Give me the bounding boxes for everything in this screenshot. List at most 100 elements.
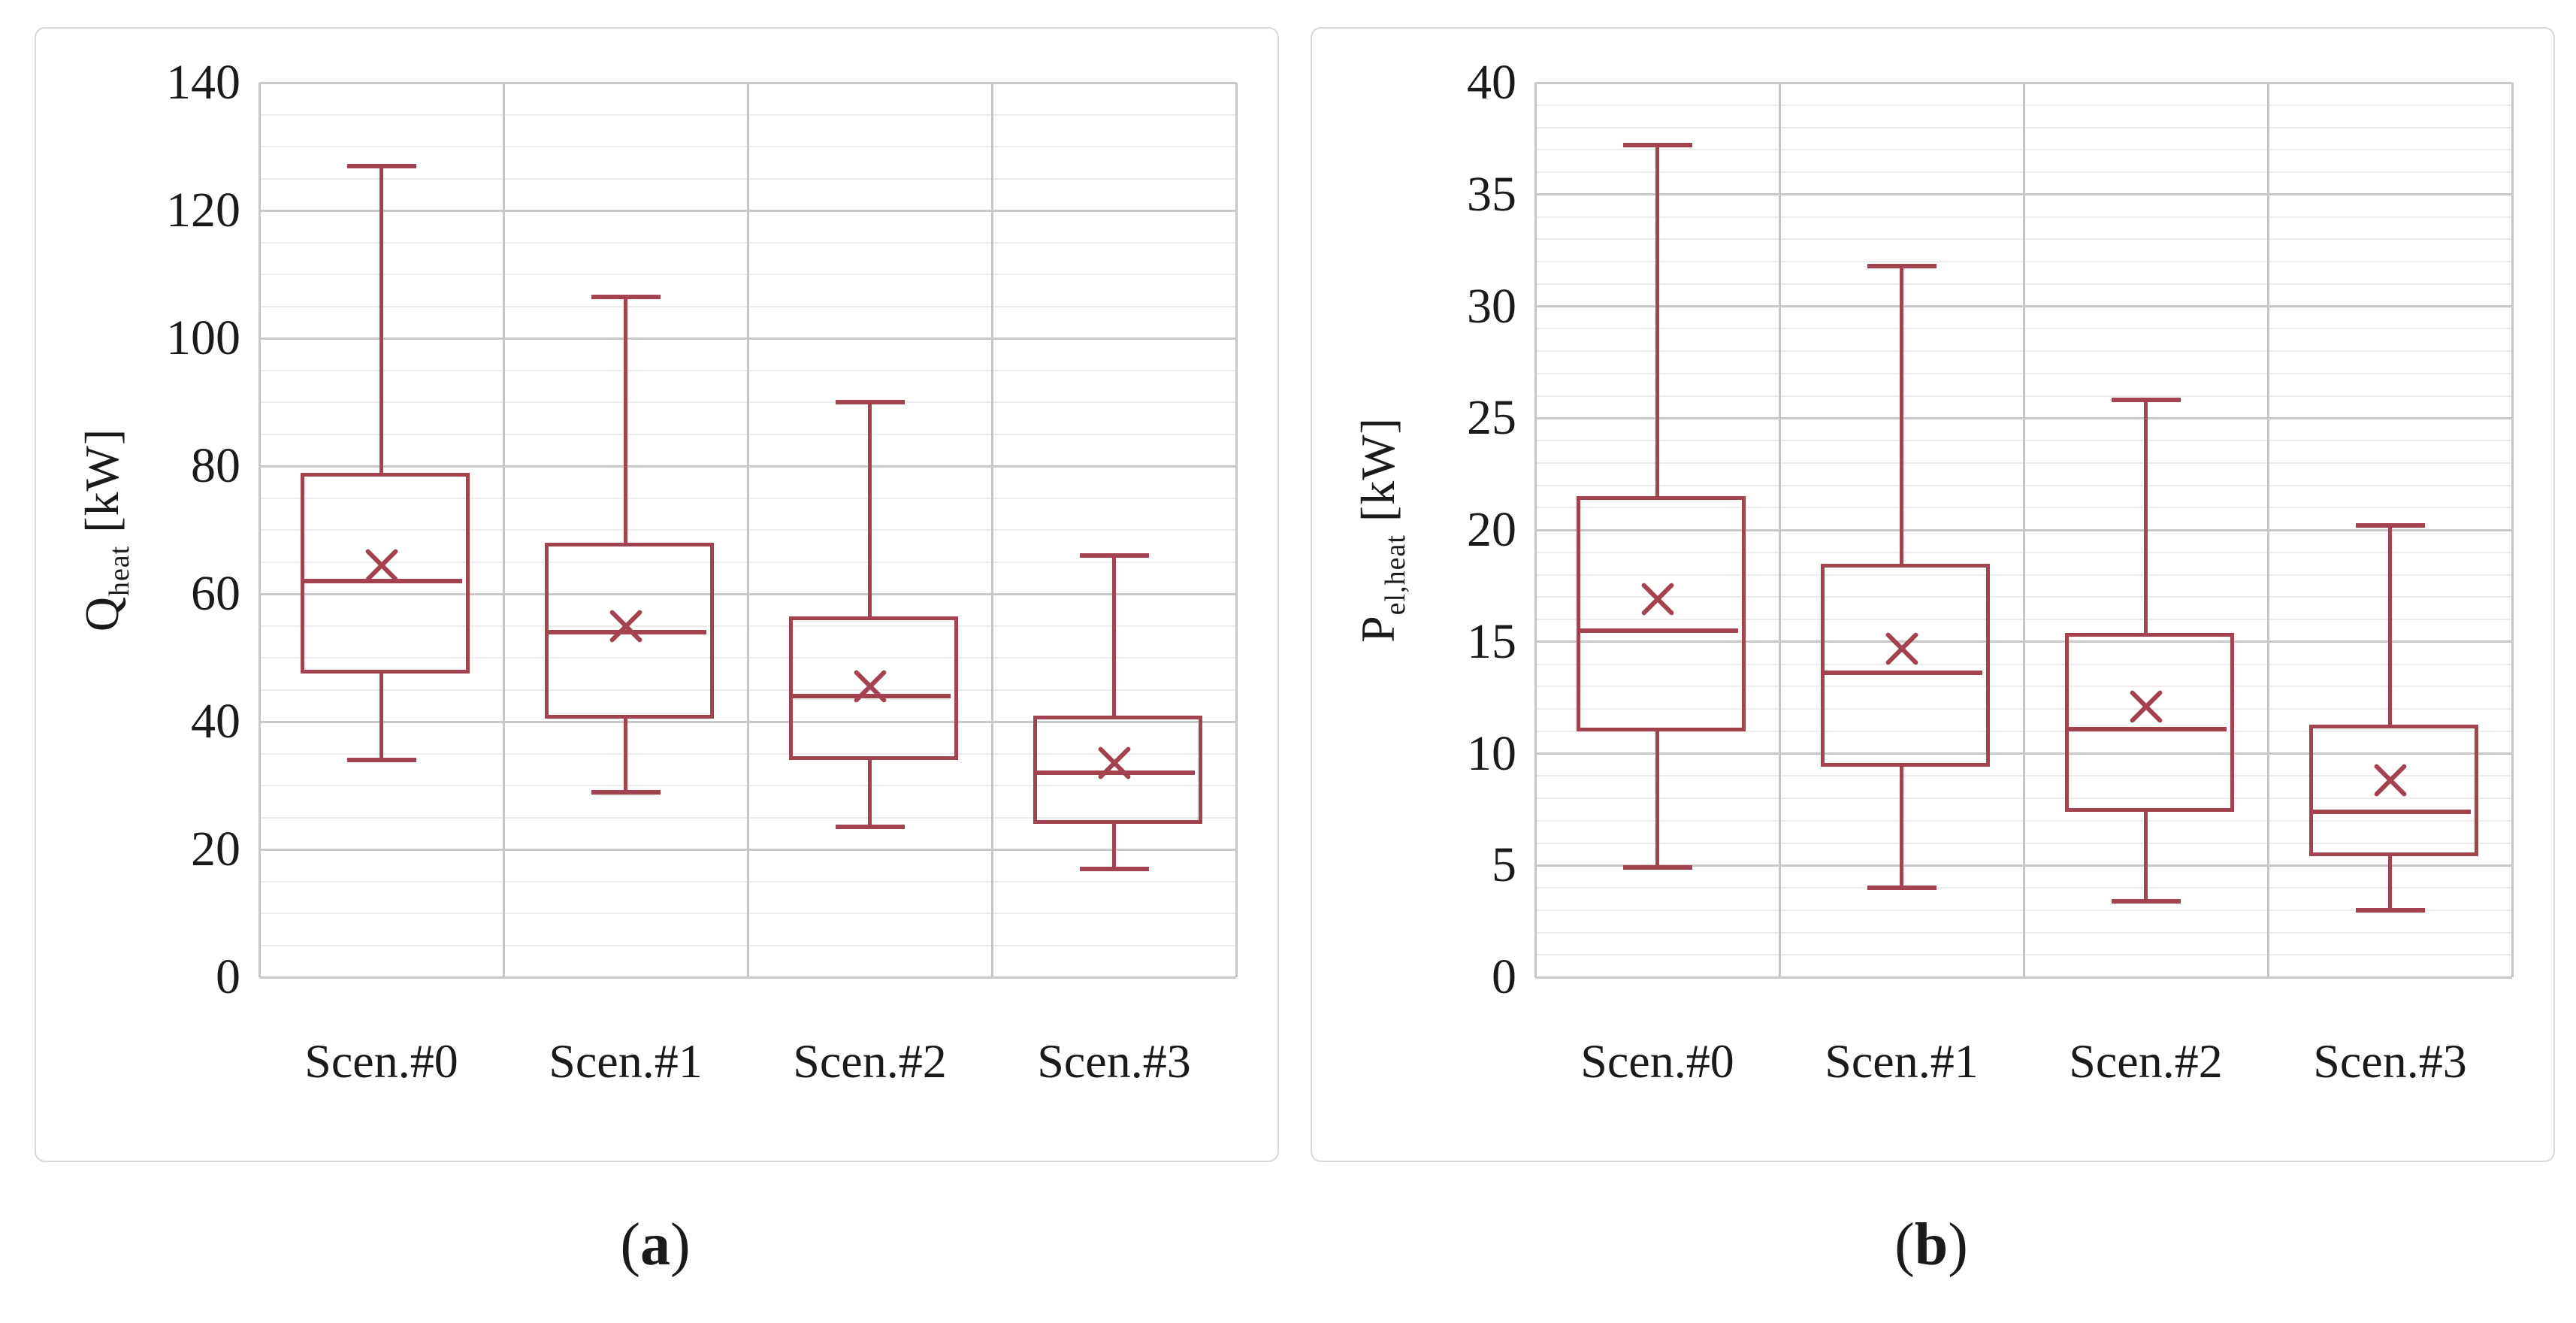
lower-whisker-cap xyxy=(1622,865,1692,870)
x-category-label: Scen.#0 xyxy=(1580,1034,1734,1088)
x-category-label: Scen.#3 xyxy=(1037,1034,1191,1088)
x-category-label: Scen.#2 xyxy=(2069,1034,2223,1088)
lower-whisker xyxy=(1112,824,1116,869)
median-line xyxy=(2065,726,2227,731)
caption-paren-open: ( xyxy=(620,1212,640,1278)
category-boundary-line xyxy=(990,83,993,977)
category-boundary-line xyxy=(2511,83,2514,977)
median-line xyxy=(2309,809,2471,814)
caption-paren-open: ( xyxy=(1894,1212,1915,1278)
mean-marker xyxy=(2124,685,2168,728)
upper-whisker xyxy=(1900,265,1903,564)
upper-whisker xyxy=(1112,556,1116,716)
major-gridline xyxy=(1535,976,2512,979)
upper-whisker-cap xyxy=(2111,398,2181,403)
lower-whisker-cap xyxy=(1079,866,1149,871)
upper-whisker xyxy=(624,296,627,543)
lower-whisker xyxy=(624,718,627,792)
y-tick-label: 20 xyxy=(191,822,240,876)
median-line xyxy=(1821,671,1982,676)
y-tick-label: 40 xyxy=(191,694,240,749)
box-iqr xyxy=(1821,563,1990,767)
panel-caption-a: (a) xyxy=(35,1209,1276,1281)
box-iqr xyxy=(2065,632,2234,812)
upper-whisker xyxy=(2388,525,2392,725)
median-line xyxy=(1033,770,1195,775)
upper-whisker-cap xyxy=(835,400,905,404)
upper-whisker xyxy=(2144,400,2148,633)
lower-whisker xyxy=(1900,767,1903,888)
lower-whisker xyxy=(868,760,872,828)
mean-marker xyxy=(1880,627,1924,671)
box-iqr xyxy=(301,472,470,674)
y-tick-label: 60 xyxy=(191,566,240,621)
y-tick-label: 100 xyxy=(166,310,240,365)
chart-panel-a: Qheat [kW] 0 20 40 60 80 100 120 140 Scen.#0 Scen… xyxy=(35,27,1279,1162)
mean-marker xyxy=(360,543,404,587)
y-tick-label: 15 xyxy=(1467,613,1516,669)
y-tick-label: 5 xyxy=(1492,837,1516,893)
x-category-label: Scen.#1 xyxy=(549,1034,703,1088)
upper-whisker xyxy=(868,402,872,616)
box-iqr xyxy=(2309,724,2478,857)
upper-whisker xyxy=(379,165,383,473)
lower-whisker xyxy=(379,674,383,760)
y-tick-label: 35 xyxy=(1467,166,1516,222)
category-boundary-line xyxy=(502,83,505,977)
y-tick-label: 20 xyxy=(1467,502,1516,557)
x-category-label: Scen.#2 xyxy=(793,1034,947,1088)
median-line xyxy=(1577,628,1738,633)
lower-whisker xyxy=(2144,811,2148,901)
box-iqr xyxy=(789,616,958,760)
upper-whisker-cap xyxy=(1622,143,1692,148)
category-boundary-line xyxy=(1235,83,1238,977)
x-category-label: Scen.#1 xyxy=(1825,1034,1979,1088)
lower-whisker-cap xyxy=(835,825,905,830)
upper-whisker-cap xyxy=(1079,553,1149,558)
y-tick-label: 80 xyxy=(191,438,240,493)
upper-whisker-cap xyxy=(591,294,661,299)
lower-whisker xyxy=(2388,856,2392,910)
lower-whisker-cap xyxy=(346,758,416,762)
y-tick-label: 0 xyxy=(1492,949,1516,1004)
caption-letter: b xyxy=(1914,1212,1949,1278)
mean-marker xyxy=(848,665,892,708)
upper-whisker xyxy=(1655,145,1659,497)
mean-marker xyxy=(604,604,648,648)
chart-panel-b: Pel,heat [kW] 0 5 10 15 20 25 30 35 40 Scen.#0 Sce… xyxy=(1311,27,2555,1162)
caption-paren-close: ) xyxy=(670,1212,691,1278)
lower-whisker-cap xyxy=(2355,907,2425,913)
y-tick-label: 0 xyxy=(216,949,240,1004)
median-line xyxy=(545,630,706,634)
caption-letter: a xyxy=(640,1212,670,1278)
caption-paren-close: ) xyxy=(1948,1212,1968,1278)
lower-whisker-cap xyxy=(1867,886,1937,890)
category-boundary-line xyxy=(1778,83,1781,977)
upper-whisker-cap xyxy=(1867,263,1937,268)
median-line xyxy=(301,579,462,583)
mean-marker xyxy=(2369,758,2412,802)
panel-caption-b: (b) xyxy=(1311,1209,2552,1281)
x-category-label: Scen.#3 xyxy=(2313,1034,2467,1088)
upper-whisker-cap xyxy=(346,163,416,168)
y-tick-label: 140 xyxy=(166,55,240,110)
category-boundary-line xyxy=(746,83,749,977)
y-tick-label: 30 xyxy=(1467,278,1516,334)
box-iqr xyxy=(1033,715,1202,824)
plot-area-a: 0 20 40 60 80 100 120 140 Scen.#0 Scen.#1 Scen.#2 S… xyxy=(166,58,1238,1085)
lower-whisker xyxy=(1655,731,1659,868)
box-iqr xyxy=(1577,496,1746,731)
upper-whisker-cap xyxy=(2355,523,2425,528)
category-boundary-line xyxy=(2022,83,2025,977)
y-tick-label: 120 xyxy=(166,183,240,238)
mean-marker xyxy=(1636,577,1680,621)
y-tick-label: 40 xyxy=(1467,55,1516,110)
y-tick-label: 10 xyxy=(1467,725,1516,781)
major-gridline xyxy=(259,976,1236,979)
median-line xyxy=(789,694,951,698)
plot-area-b: 0 5 10 15 20 25 30 35 40 Scen.#0 Scen.#1 Scen.#2 Sce… xyxy=(1467,58,2514,1085)
category-boundary-line xyxy=(258,83,261,977)
category-boundary-line xyxy=(1534,83,1537,977)
lower-whisker-cap xyxy=(2111,898,2181,904)
lower-whisker-cap xyxy=(591,789,661,795)
